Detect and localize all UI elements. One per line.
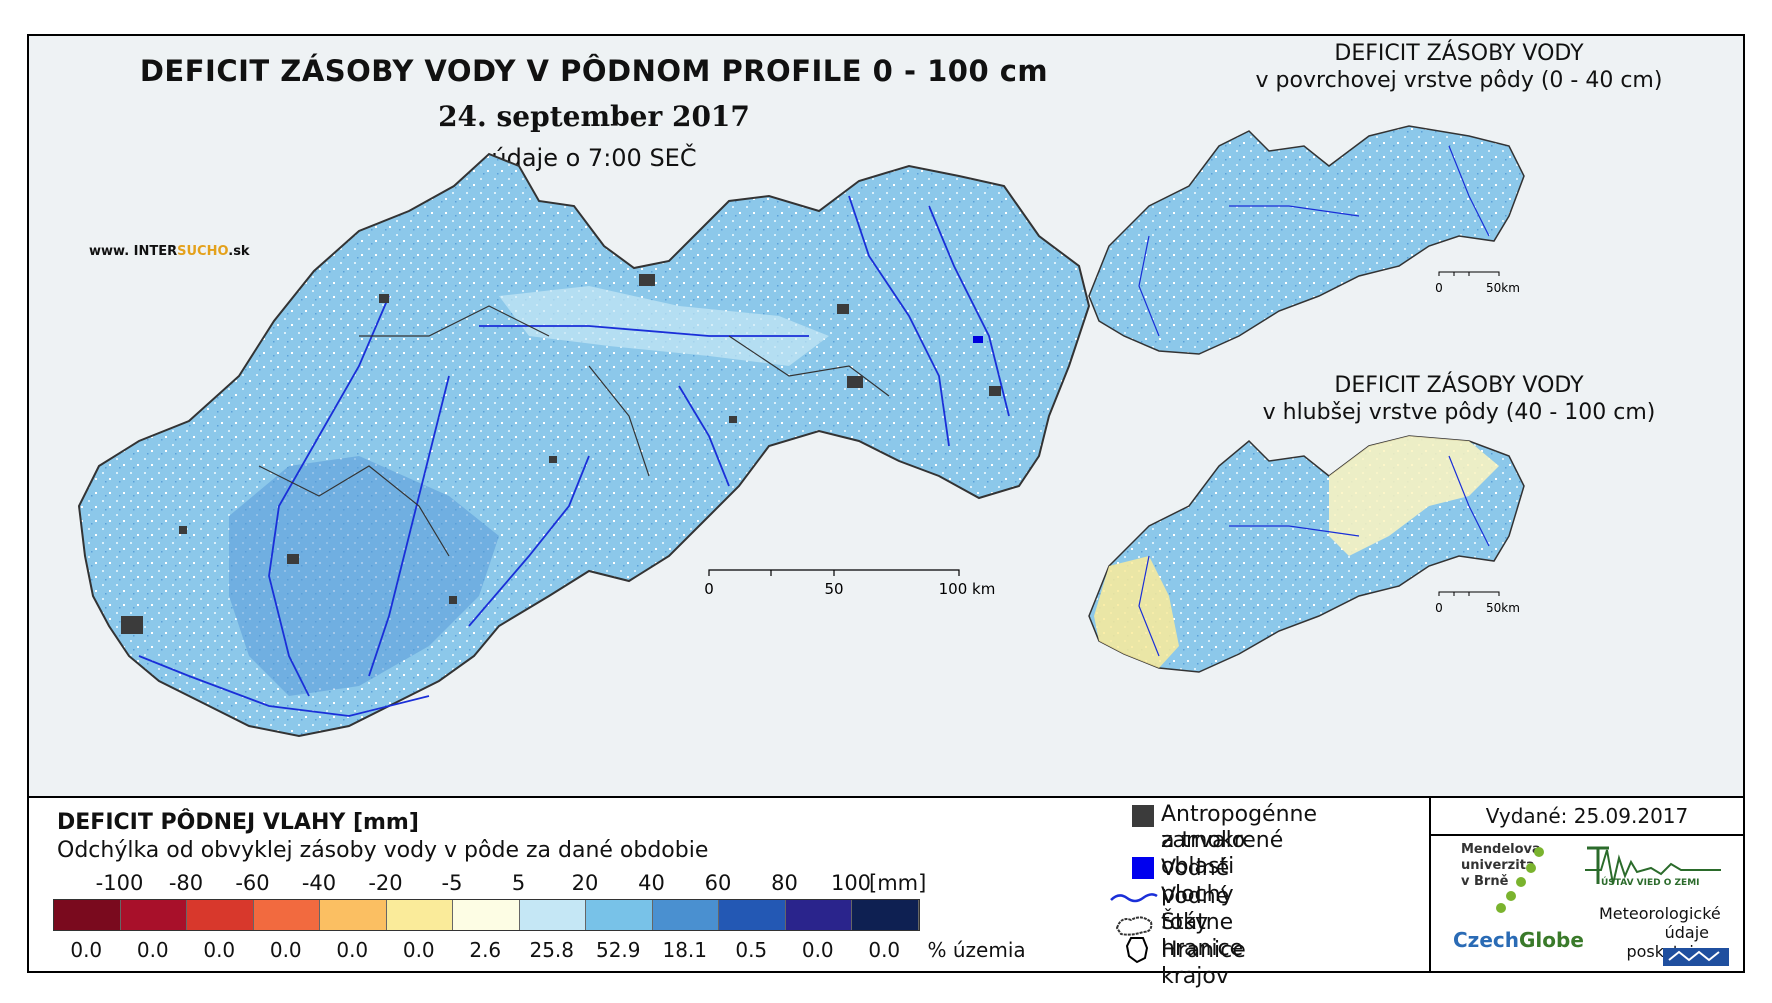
- legend-tick-label: 20: [571, 871, 599, 895]
- legend-percentages: 0.0 0.0 0.0 0.0 0.0 0.0 2.6 25.8 52.9 18.1 0.5 0.0 0…: [53, 938, 1053, 964]
- legend-tick-label: -60: [235, 871, 270, 895]
- legend-percent-value: 0.5: [735, 938, 768, 962]
- inset-top-rivers: [1138, 145, 1490, 337]
- state-border-icon: [1115, 916, 1153, 936]
- legend-ticks: -100 -80 -60 -40 -20 -5 5 20 40 60 80 100 [mm]: [53, 871, 933, 897]
- legend-percent-value: 18.1: [662, 938, 708, 962]
- region-borders: [258, 305, 890, 557]
- mendel-dots-icon: [1496, 847, 1544, 913]
- legend-tick-label: 5: [511, 871, 526, 895]
- legend-percent-value: 0.0: [203, 938, 236, 962]
- inset-top-map: [1088, 125, 1525, 355]
- legend-percent-value: 0.0: [336, 938, 369, 962]
- czechglobe-logo: CzechGlobe: [1453, 928, 1584, 952]
- intersucho-link[interactable]: www. INTERSUCHO.sk: [89, 244, 250, 259]
- river-line-icon: [1110, 893, 1158, 903]
- legend-color-class: [519, 900, 586, 930]
- legend-tick-label: 80: [771, 871, 798, 895]
- shmu-logo-icon: [1663, 948, 1729, 966]
- legend-tick-label: 100: [830, 871, 872, 895]
- rivers: [138, 195, 1010, 717]
- map-frame: DEFICIT ZÁSOBY VODY V PÔDNOM PROFILE 0 -…: [27, 34, 1745, 989]
- legend-color-class: [453, 900, 520, 930]
- legend-color-class: [120, 900, 187, 930]
- issued-date: Vydané: 25.09.2017: [1431, 798, 1743, 836]
- inset-top-scale: [1438, 271, 1500, 276]
- legend-panel: DEFICIT PÔDNEJ VLAHY [mm] Odchýlka od ob…: [29, 796, 1743, 989]
- darker-lowland: [229, 456, 499, 696]
- legend-percent-value: 2.6: [469, 938, 502, 962]
- urban-square-icon: [1132, 805, 1154, 827]
- water-square-icon: [1132, 857, 1154, 879]
- legend-tick-unit: [mm]: [869, 871, 927, 895]
- legend-percent-value: 0.0: [70, 938, 103, 962]
- legend-tick-label: -40: [301, 871, 337, 895]
- legend-color-class: [320, 900, 387, 930]
- legend-color-class: [187, 900, 254, 930]
- inset-bottom-scale-50: 50km: [1486, 601, 1520, 615]
- legend-color-class: [652, 900, 719, 930]
- urban-areas: [121, 274, 1001, 634]
- legend-color-class: [253, 900, 320, 930]
- lighter-north: [499, 286, 829, 366]
- legend-tick-label: -20: [368, 871, 403, 895]
- legend-color-class: [586, 900, 653, 930]
- inset-bottom-dry-west: [1094, 556, 1179, 668]
- symbol-legend: Antropogénne a trvalo zamokrené oblasti …: [1109, 798, 1449, 989]
- ustav-logo-icon: [1585, 846, 1721, 885]
- legend-color-class: [852, 900, 919, 930]
- main-scale-bar: [708, 569, 960, 576]
- legend-color-class: [386, 900, 453, 930]
- legend-tick-label: 60: [704, 871, 732, 895]
- inset-top-title: DEFICIT ZÁSOBY VODY v povrchovej vrstve …: [1255, 41, 1663, 93]
- legend-percent-value: 0.0: [801, 938, 834, 962]
- main-scale-100: 100 km: [939, 580, 996, 598]
- legend-title: DEFICIT PÔDNEJ VLAHY [mm]: [57, 810, 419, 835]
- legend-percent-value: 0.0: [269, 938, 302, 962]
- map-area: DEFICIT ZÁSOBY VODY V PÔDNOM PROFILE 0 -…: [29, 36, 1743, 796]
- inset-bottom-scale: [1438, 591, 1500, 596]
- inset-top-scale-50: 50km: [1486, 281, 1520, 295]
- inset-bottom-title: DEFICIT ZÁSOBY VODY v hlubšej vrstve pôd…: [1262, 373, 1656, 425]
- legend-percent-value: 0.0: [402, 938, 435, 962]
- inset-bottom-dry-east: [1329, 436, 1499, 556]
- water-body: [973, 336, 983, 343]
- legend-tick-label: 40: [638, 871, 665, 895]
- map-title: DEFICIT ZÁSOBY VODY V PÔDNOM PROFILE 0 -…: [139, 54, 1049, 88]
- legend-divider: [1429, 798, 1431, 973]
- inset-bottom-scale-0: 0: [1435, 601, 1443, 615]
- ustav-text: ÚSTAV VIED O ZEMI: [1601, 878, 1700, 888]
- mendel-logo: Mendelova univerzita v Brně: [1461, 842, 1541, 889]
- legend-tick-label: -5: [441, 871, 463, 895]
- logos-panel: Mendelova univerzita v Brně CzechGlobe Ú…: [1431, 836, 1743, 973]
- main-map: 0 50 100 km 0 50km: [77, 125, 1525, 738]
- map-time: údaje o 7:00 SEČ: [491, 144, 697, 172]
- legend-color-class: [785, 900, 852, 930]
- slovakia-outline: [77, 152, 1091, 738]
- region-border-icon: [1125, 937, 1149, 964]
- inset-bottom-rivers: [1138, 455, 1490, 657]
- inset-top-scale-0: 0: [1435, 281, 1443, 295]
- legend-subtitle: Odchýlka od obvyklej zásoby vody v pôde …: [57, 838, 709, 863]
- legend-tick-label: -80: [168, 871, 204, 895]
- map-date: 24. september 2017: [438, 100, 750, 133]
- legend-percent-value: 0.0: [136, 938, 169, 962]
- legend-color-class: [54, 900, 121, 930]
- main-scale-0: 0: [704, 580, 714, 598]
- legend-percent-value: 52.9: [595, 938, 641, 962]
- legend-percent-unit: % územia: [927, 938, 1026, 962]
- main-scale-50: 50: [824, 580, 843, 598]
- legend-color-bar: [53, 899, 920, 931]
- legend-percent-value: 0.0: [868, 938, 901, 962]
- legend-tick-label: -100: [95, 871, 144, 895]
- legend-color-class: [719, 900, 786, 930]
- legend-percent-value: 25.8: [529, 938, 575, 962]
